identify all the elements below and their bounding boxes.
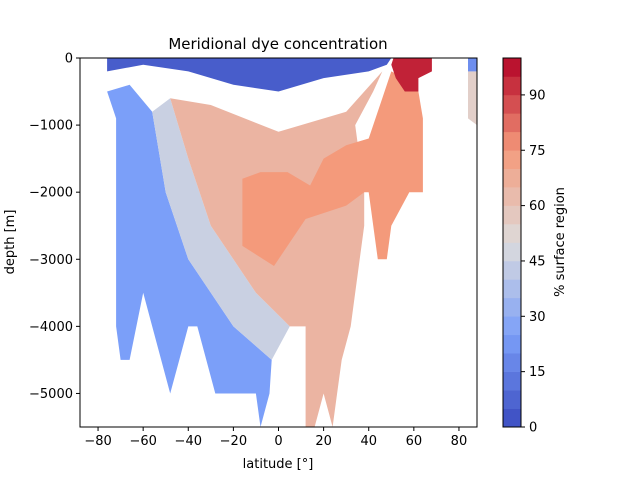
contour-region-north-atlantic-core [242, 71, 423, 267]
contour-region-southern-surface-layer [107, 58, 392, 92]
colorbar-ticks: 0 15 30 45 60 75 90 [521, 88, 546, 436]
x-tick-label: 0 [274, 434, 282, 449]
colorbar-band [503, 168, 521, 188]
y-tick-label: −4000 [29, 320, 73, 335]
colorbar-label: % surface region [553, 187, 568, 297]
colorbar-band [503, 297, 521, 317]
contour-region-arctic-surface [468, 71, 477, 126]
chart-title: Meridional dye concentration [168, 35, 387, 53]
y-tick-label: −3000 [29, 253, 73, 268]
x-tick-label: 20 [315, 434, 332, 449]
colorbar-tick-label: 75 [529, 144, 546, 159]
x-axis-label: latitude [°] [243, 457, 314, 472]
y-axis-label: depth [m] [3, 210, 18, 275]
y-tick-label: −2000 [29, 186, 73, 201]
colorbar-band [503, 316, 521, 336]
colorbar: 0 15 30 45 60 75 90 % surface region [502, 57, 568, 436]
colorbar-band [503, 58, 521, 77]
contour-region-southern-deep-water [107, 84, 272, 427]
y-tick-label: −5000 [29, 387, 73, 402]
colorbar-band [503, 390, 521, 409]
contour-region-north-surface-source [391, 58, 432, 92]
colorbar-band [503, 113, 521, 133]
x-tick-label: 40 [360, 434, 377, 449]
colorbar-tick-label: 60 [529, 199, 546, 214]
colorbar-band [503, 131, 521, 151]
colorbar-band [503, 408, 521, 428]
colorbar-band [503, 353, 521, 372]
contour-regions [107, 58, 477, 427]
colorbar-band [503, 94, 521, 114]
x-tick-label: −40 [175, 434, 202, 449]
colorbar-band [503, 260, 521, 280]
x-tick-label: −80 [84, 434, 111, 449]
contour-region-arctic-top [468, 58, 477, 72]
colorbar-band [503, 279, 521, 299]
colorbar-tick-label: 0 [529, 421, 537, 436]
y-tick-label: 0 [65, 52, 73, 67]
x-tick-label: −20 [220, 434, 247, 449]
colorbar-band [503, 224, 521, 243]
colorbar-band [503, 76, 521, 96]
y-axis-ticks: 0 −1000 −2000 −3000 −4000 −5000 [29, 52, 80, 402]
plot-area: −80 −60 −40 −20 0 20 40 60 80 0 −1000 −2000 −3000 −4… [29, 52, 478, 449]
x-tick-label: −60 [129, 434, 156, 449]
colorbar-bands [503, 58, 521, 428]
x-tick-label: 80 [451, 434, 468, 449]
contour-region-deep-transition [152, 98, 290, 360]
colorbar-band [503, 187, 521, 206]
y-tick-label: −1000 [29, 119, 73, 134]
colorbar-tick-label: 15 [529, 365, 546, 380]
colorbar-band [503, 371, 521, 391]
colorbar-tick-label: 45 [529, 254, 546, 269]
colorbar-band [503, 242, 521, 262]
colorbar-band [503, 334, 521, 354]
colorbar-band [503, 150, 521, 169]
colorbar-band [503, 205, 521, 225]
colorbar-tick-label: 30 [529, 310, 546, 325]
x-axis-ticks: −80 −60 −40 −20 0 20 40 60 80 [84, 427, 467, 449]
x-tick-label: 60 [406, 434, 423, 449]
colorbar-frame [502, 57, 522, 428]
colorbar-tick-label: 90 [529, 88, 546, 103]
